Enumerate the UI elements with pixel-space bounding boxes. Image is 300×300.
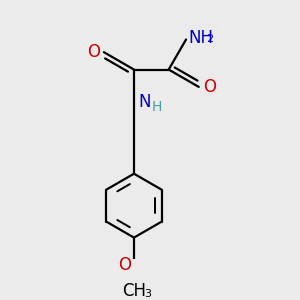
Text: 3: 3 xyxy=(145,289,152,299)
Text: NH: NH xyxy=(189,29,214,47)
Text: 2: 2 xyxy=(206,34,213,44)
Text: O: O xyxy=(203,78,216,96)
Text: CH: CH xyxy=(122,282,146,300)
Text: O: O xyxy=(87,43,100,61)
Text: N: N xyxy=(138,93,151,111)
Text: H: H xyxy=(151,100,162,114)
Text: O: O xyxy=(118,256,131,274)
